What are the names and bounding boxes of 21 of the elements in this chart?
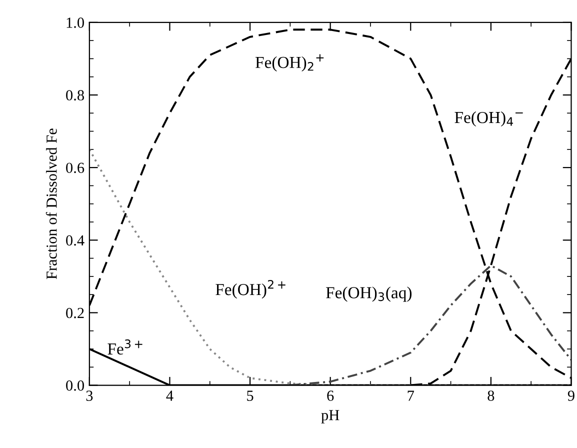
x-tick-label: 7 — [408, 390, 414, 401]
x-axis-title: pH — [321, 410, 340, 424]
series-label: Fe(OH)$_{3}$(aq) — [326, 286, 412, 302]
line-series — [289, 264, 572, 386]
x-tick-label: 4 — [166, 390, 174, 401]
x-tick-label: 8 — [488, 390, 494, 401]
y-axis-title: Fraction of Dissolved Fe — [46, 128, 57, 280]
series-label: Fe$^{3+}$ — [108, 339, 142, 355]
y-tick-label: 0.0 — [66, 380, 84, 391]
x-tick-label: 5 — [247, 390, 254, 401]
x-tick-label: 3 — [86, 390, 93, 401]
y-tick-label: 0.2 — [66, 308, 84, 318]
series-label: Fe(OH)$^{2+}$ — [216, 280, 286, 299]
y-tick-label: 0.4 — [66, 235, 84, 246]
x-tick-label: 6 — [327, 390, 334, 401]
series-label: Fe(OH)$_{2}$$^{+}$ — [255, 54, 324, 72]
y-tick-label: 1.0 — [66, 18, 84, 28]
series-label: Fe(OH)$_{4}$$^{−}$ — [454, 111, 523, 127]
y-tick-label: 0.6 — [66, 162, 84, 174]
y-tick-label: 0.8 — [66, 90, 84, 100]
x-tick-label: 9 — [568, 390, 574, 401]
